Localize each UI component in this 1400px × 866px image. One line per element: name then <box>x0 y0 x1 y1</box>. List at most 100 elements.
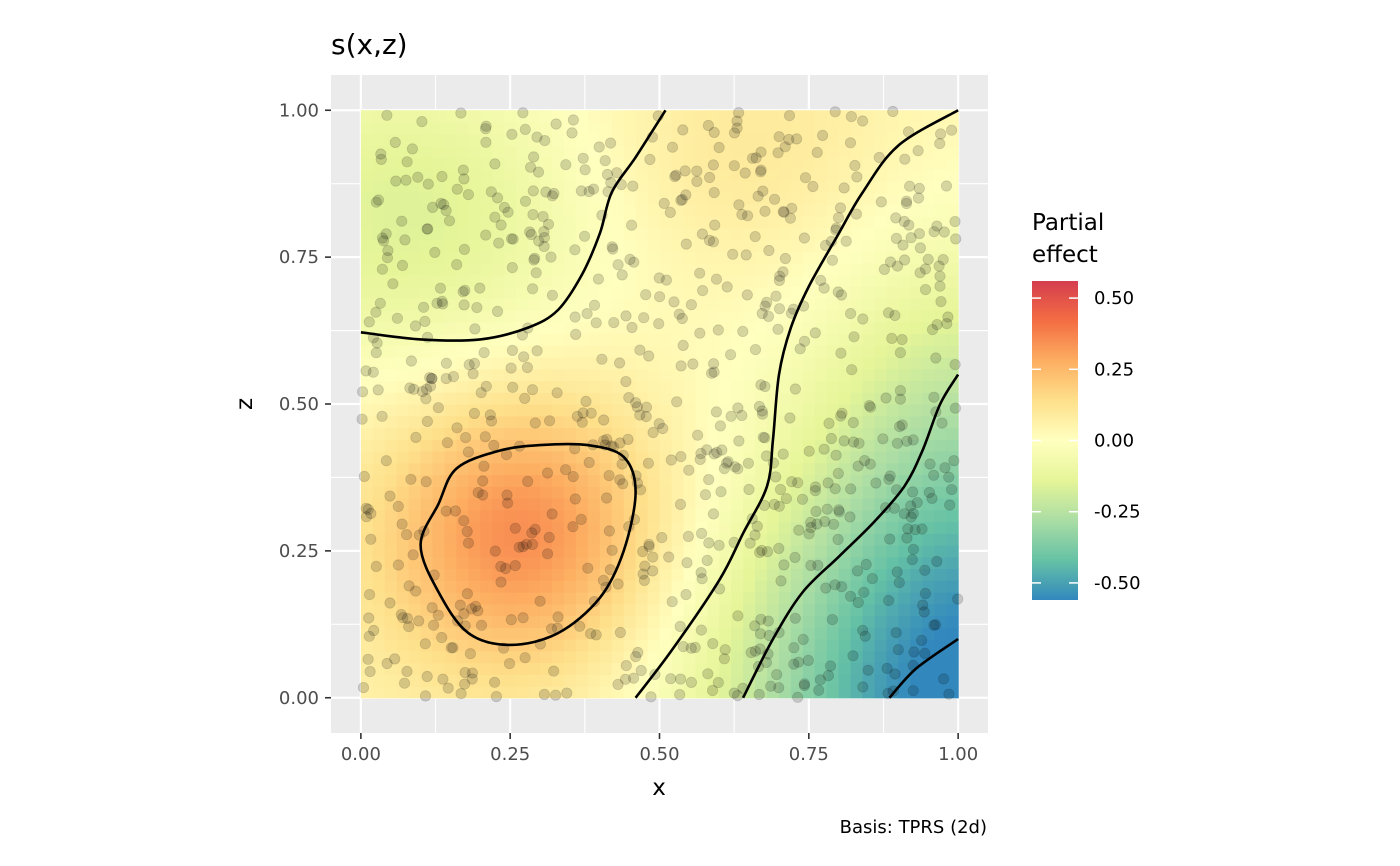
data-point <box>519 123 531 135</box>
surface-cell <box>922 556 935 570</box>
data-point <box>752 190 764 202</box>
data-point <box>857 681 869 693</box>
surface-cell <box>731 157 744 170</box>
surface-cell <box>934 216 947 229</box>
surface-cell <box>492 216 505 229</box>
data-point <box>788 642 800 654</box>
surface-cell <box>910 650 923 664</box>
surface-cell <box>922 380 935 393</box>
surface-cell <box>516 451 529 464</box>
data-point <box>809 485 821 497</box>
data-point <box>520 538 533 550</box>
surface-cell <box>755 674 768 687</box>
surface-cell <box>778 169 792 182</box>
surface-cell <box>635 462 649 476</box>
surface-cell <box>587 568 601 581</box>
surface-cell <box>456 157 469 170</box>
surface-cell <box>838 204 852 217</box>
data-point <box>381 109 393 121</box>
surface-cell <box>444 627 458 640</box>
surface-cell <box>623 204 637 217</box>
surface-cell <box>396 451 410 464</box>
data-point <box>459 284 471 296</box>
surface-cell <box>862 592 876 605</box>
data-point <box>929 619 942 631</box>
surface-cell <box>802 333 816 346</box>
surface-cell <box>946 509 959 523</box>
surface-cell <box>563 686 577 699</box>
data-point <box>727 248 739 260</box>
data-point <box>488 676 501 688</box>
surface-cell <box>659 380 673 393</box>
surface-cell <box>767 368 780 382</box>
surface-cell <box>683 603 696 617</box>
surface-cell <box>575 674 589 687</box>
surface-cell <box>563 298 577 311</box>
surface-cell <box>540 451 553 464</box>
surface-cell <box>360 592 374 605</box>
surface-cell <box>575 122 589 135</box>
data-point <box>847 436 860 448</box>
surface-cell <box>635 509 649 523</box>
data-point <box>620 659 632 672</box>
surface-cell <box>719 627 732 640</box>
surface-cell <box>814 674 828 687</box>
data-point <box>501 497 514 509</box>
data-point <box>653 418 665 430</box>
surface-cell <box>551 286 565 299</box>
surface-cell <box>623 592 637 605</box>
surface-cell <box>731 639 744 652</box>
surface-cell <box>432 157 446 170</box>
data-point <box>475 619 488 631</box>
data-point <box>524 226 536 238</box>
surface-cell <box>946 286 959 299</box>
y-tick-label: 0.75 <box>279 247 319 268</box>
data-point <box>421 223 433 235</box>
data-point <box>447 642 459 654</box>
surface-cell <box>420 263 434 276</box>
surface-cell <box>408 286 422 299</box>
surface-cell <box>635 298 649 311</box>
data-point <box>844 590 857 602</box>
data-point <box>619 673 632 685</box>
surface-cell <box>611 627 625 640</box>
data-point <box>884 470 896 482</box>
surface-cell <box>814 486 828 499</box>
surface-cell <box>611 239 625 252</box>
data-point <box>860 558 872 571</box>
data-point <box>422 178 434 190</box>
surface-cell <box>826 333 840 346</box>
surface-cell <box>922 627 935 640</box>
data-point <box>405 473 417 485</box>
data-point <box>882 594 895 607</box>
surface-cell <box>719 545 732 558</box>
surface-cell <box>360 345 374 358</box>
surface-cell <box>575 556 589 570</box>
surface-cell <box>922 274 935 288</box>
surface-cell <box>731 521 744 534</box>
data-points <box>356 105 964 703</box>
data-point <box>467 368 479 380</box>
surface-cell <box>587 427 601 440</box>
surface-cell <box>790 357 804 370</box>
data-point <box>406 143 418 155</box>
surface-cell <box>767 310 780 323</box>
data-point <box>903 180 916 192</box>
data-point <box>896 333 908 346</box>
surface-cell <box>778 251 792 264</box>
data-point <box>702 668 714 680</box>
surface-cell <box>396 227 410 241</box>
surface-cell <box>934 380 947 393</box>
surface-cell <box>492 615 505 628</box>
surface-cell <box>372 180 386 194</box>
data-point <box>421 670 433 683</box>
data-point <box>356 386 369 398</box>
surface-cell <box>874 439 888 452</box>
data-point <box>755 146 767 158</box>
data-point <box>938 226 950 238</box>
surface-cell <box>384 674 398 687</box>
surface-cell <box>456 263 469 276</box>
surface-cell <box>695 333 708 346</box>
surface-cell <box>850 439 864 452</box>
surface-cell <box>934 462 947 476</box>
